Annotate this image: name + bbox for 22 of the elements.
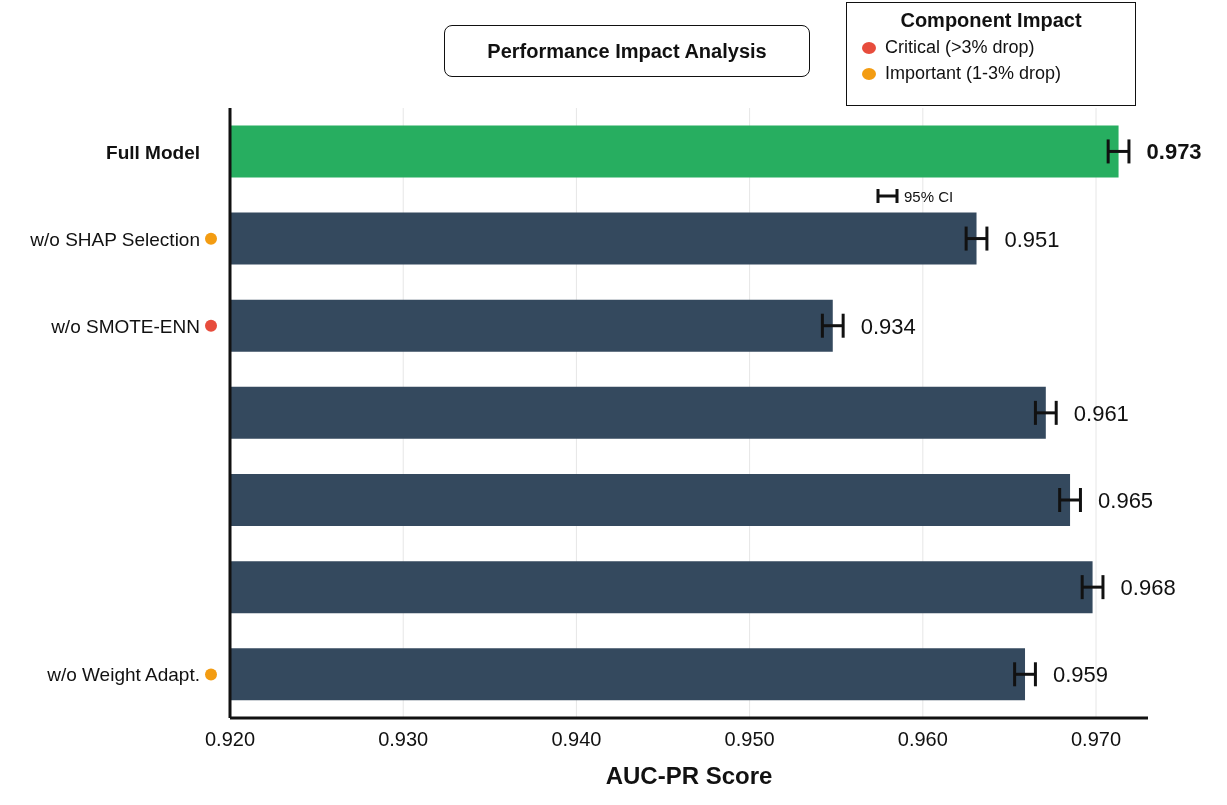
x-axis-title: AUC-PR Score <box>605 762 773 789</box>
annotation: 0.951 <box>1004 226 1060 252</box>
y-tick-label: Full Model <box>106 141 200 163</box>
y-tick-label: w/o SMOTE-ENN <box>50 315 200 337</box>
legend-box: Component Impact Critical (>3% drop) Important (1-3% drop) <box>846 2 1136 106</box>
legend-title: Component Impact <box>899 9 1083 32</box>
annotation: 0.961 <box>1073 400 1129 426</box>
x-tick-label: 0.930 <box>378 728 429 751</box>
chart-title: Performance Impact Analysis <box>444 25 810 77</box>
annotation: 0.934 <box>860 313 916 339</box>
annotation: 0.965 <box>1098 488 1154 513</box>
x-tick-label: 0.970 <box>1071 728 1122 751</box>
annotation: 0.959 <box>1053 662 1109 688</box>
annotation: 0.968 <box>1120 575 1176 601</box>
x-tick-label: 0.920 <box>204 728 256 751</box>
x-tick-label: 0.960 <box>897 728 948 751</box>
y-tick-label: w/o SHAP Selection <box>29 228 200 250</box>
x-tick-label: 0.940 <box>551 728 602 751</box>
y-tick-label: w/o Weight Adapt. <box>46 664 200 686</box>
x-tick-label: 0.950 <box>724 728 775 751</box>
annotation: 95% CI <box>904 187 954 205</box>
annotation: 0.973 <box>1146 139 1202 165</box>
